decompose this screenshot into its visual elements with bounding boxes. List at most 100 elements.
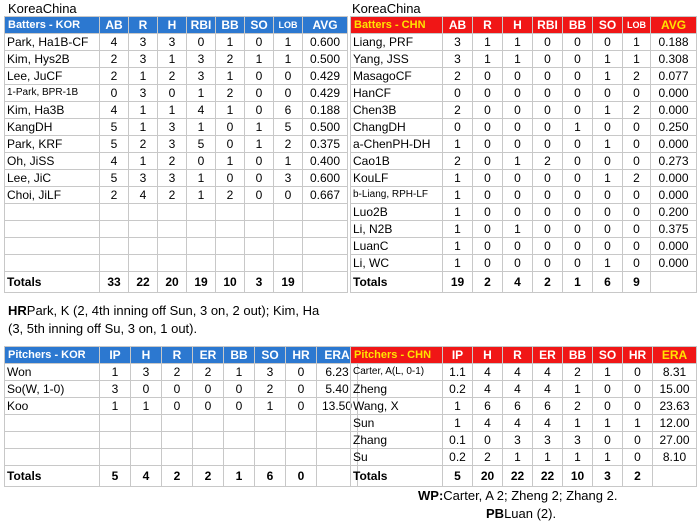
stat-cell: 1 bbox=[442, 135, 473, 153]
stat-cell: 0 bbox=[592, 237, 623, 255]
column-header: BB bbox=[215, 16, 245, 34]
stat-cell bbox=[302, 237, 348, 255]
kor-team-title: KoreaChina bbox=[8, 1, 77, 16]
header-row: Pitchers - CHN IP H R ER BB SO HR ERA bbox=[350, 346, 697, 364]
stat-cell bbox=[254, 414, 286, 432]
player-name-cell: KangDH bbox=[4, 118, 100, 136]
kor-batting-table: Batters - KOR AB R H RBI BB SO LOB AVG Park, Ha1B… bbox=[4, 16, 348, 293]
stat-cell: 3 bbox=[128, 33, 158, 51]
totals-cell: 9 bbox=[622, 271, 651, 293]
stat-cell bbox=[99, 220, 129, 238]
table-row bbox=[4, 448, 358, 466]
stat-cell bbox=[99, 237, 129, 255]
table-row: MasagoCF 2 0 0 0 0 1 2 0.077 bbox=[350, 67, 697, 85]
stat-cell: 0 bbox=[244, 186, 274, 204]
table-row: So(W, 1-0) 3 0 0 0 0 2 0 5.40 bbox=[4, 380, 358, 398]
stat-cell: 1 bbox=[215, 33, 245, 51]
stat-cell: 0 bbox=[472, 186, 503, 204]
stat-cell: 6.23 bbox=[316, 363, 358, 381]
table-row: Koo 1 1 0 0 0 1 0 13.50 bbox=[4, 397, 358, 415]
stat-cell: 0.000 bbox=[650, 254, 697, 272]
stat-cell bbox=[128, 220, 158, 238]
stat-cell: 1 bbox=[562, 448, 593, 466]
stat-cell: 0 bbox=[562, 169, 593, 187]
column-header: AVG bbox=[650, 16, 697, 34]
totals-cell: 5 bbox=[99, 465, 131, 487]
stat-cell: 1 bbox=[215, 67, 245, 85]
table-row: Won 1 3 2 2 1 3 0 6.23 bbox=[4, 363, 358, 381]
player-name-cell: Luo2B bbox=[350, 203, 443, 221]
stat-cell bbox=[130, 448, 162, 466]
stat-cell: 0 bbox=[562, 152, 593, 170]
stat-cell: 0 bbox=[562, 33, 593, 51]
stat-cell: 0 bbox=[562, 101, 593, 119]
stat-cell: 1 bbox=[254, 397, 286, 415]
stat-cell: 0 bbox=[244, 67, 274, 85]
column-header: R bbox=[128, 16, 158, 34]
column-header: LOB bbox=[622, 16, 651, 34]
totals-cell: 4 bbox=[130, 465, 162, 487]
stat-cell: 0.600 bbox=[302, 33, 348, 51]
stat-cell: 3 bbox=[157, 169, 187, 187]
chn-team-title: KoreaChina bbox=[352, 1, 421, 16]
stat-cell: 1 bbox=[130, 397, 162, 415]
totals-cell: 3 bbox=[244, 271, 274, 293]
stat-cell: 0 bbox=[562, 84, 593, 102]
chn-batting-table: Batters - CHN AB R H RBI BB SO LOB AVG Liang, PRF… bbox=[350, 16, 697, 293]
stat-cell: 1 bbox=[186, 84, 216, 102]
table-title-header: Batters - KOR bbox=[4, 16, 100, 34]
column-header: IP bbox=[442, 346, 473, 364]
totals-cell: 33 bbox=[99, 271, 129, 293]
stat-cell: 0 bbox=[532, 67, 563, 85]
stat-cell bbox=[273, 203, 303, 221]
stat-cell: 1 bbox=[273, 33, 303, 51]
stat-cell: 3 bbox=[157, 135, 187, 153]
stat-cell: 0 bbox=[244, 152, 274, 170]
stat-cell: 1 bbox=[562, 414, 593, 432]
table-row: Li, N2B 1 0 1 0 0 0 0 0.375 bbox=[350, 220, 697, 238]
stat-cell: 0.429 bbox=[302, 84, 348, 102]
stat-cell: 0.308 bbox=[650, 50, 697, 68]
table-row: Park, KRF 5 2 3 5 0 1 2 0.375 bbox=[4, 135, 348, 153]
stat-cell: 1 bbox=[502, 50, 533, 68]
totals-row: Totals 5 20 22 22 10 3 2 bbox=[350, 465, 697, 487]
player-name-cell bbox=[4, 431, 100, 449]
stat-cell: 1 bbox=[592, 135, 623, 153]
stat-cell: 0 bbox=[592, 84, 623, 102]
stat-cell: 0 bbox=[244, 101, 274, 119]
stat-cell: 1 bbox=[99, 363, 131, 381]
stat-cell: 4 bbox=[99, 101, 129, 119]
player-name-cell: Li, WC bbox=[350, 254, 443, 272]
player-name-cell: Kim, Ha3B bbox=[4, 101, 100, 119]
player-name-cell: Carter, A(L, 0-1) bbox=[350, 363, 443, 381]
column-header: IP bbox=[99, 346, 131, 364]
totals-cell: 19 bbox=[186, 271, 216, 293]
player-name-cell: Zheng bbox=[350, 380, 443, 398]
stat-cell: 2 bbox=[254, 380, 286, 398]
totals-cell bbox=[650, 271, 697, 293]
table-row bbox=[4, 414, 358, 432]
totals-label: Totals bbox=[350, 465, 443, 487]
stat-cell: 3 bbox=[273, 169, 303, 187]
stat-cell: 0 bbox=[592, 33, 623, 51]
table-row: Kim, Hys2B 2 3 1 3 2 1 1 0.500 bbox=[4, 50, 348, 68]
stat-cell: 0 bbox=[592, 186, 623, 204]
totals-cell: 22 bbox=[128, 271, 158, 293]
player-name-cell: LuanC bbox=[350, 237, 443, 255]
table-title-header: Batters - CHN bbox=[350, 16, 443, 34]
stat-cell: 0 bbox=[622, 380, 653, 398]
column-header: AB bbox=[442, 16, 473, 34]
stat-cell: 3 bbox=[99, 380, 131, 398]
stat-cell: 1 bbox=[157, 50, 187, 68]
wp-label: WP: bbox=[418, 488, 444, 503]
stat-cell: 0 bbox=[161, 380, 193, 398]
stat-cell: 27.00 bbox=[652, 431, 697, 449]
stat-cell: 15.00 bbox=[652, 380, 697, 398]
stat-cell: 0 bbox=[502, 118, 533, 136]
totals-cell: 19 bbox=[442, 271, 473, 293]
stat-cell: 0 bbox=[502, 203, 533, 221]
stat-cell: 0 bbox=[622, 84, 651, 102]
stat-cell: 0 bbox=[532, 84, 563, 102]
pb-label: PB bbox=[486, 506, 505, 521]
stat-cell bbox=[130, 431, 162, 449]
